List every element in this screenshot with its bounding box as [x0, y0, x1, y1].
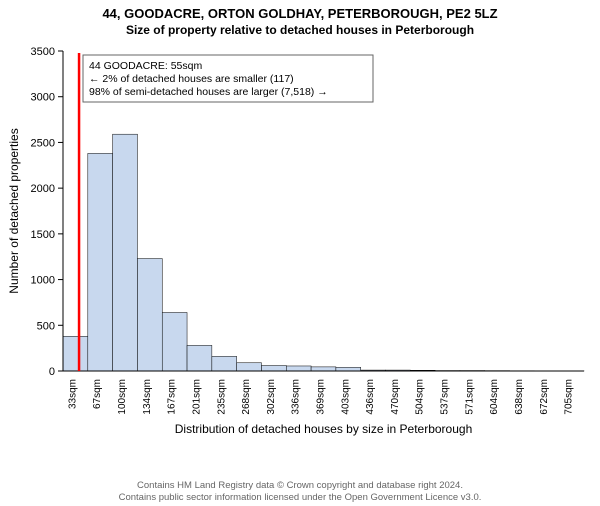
- xtick-label: 672sqm: [539, 379, 550, 415]
- xtick-label: 302sqm: [266, 379, 277, 415]
- annotation-line: 44 GOODACRE: 55sqm: [89, 60, 202, 72]
- xtick-label: 201sqm: [191, 379, 202, 415]
- xtick-label: 100sqm: [117, 379, 128, 415]
- histogram-bar: [113, 134, 138, 371]
- histogram-bar: [311, 367, 336, 371]
- footer-line-1: Contains HM Land Registry data © Crown c…: [0, 480, 600, 492]
- xtick-label: 705sqm: [564, 379, 575, 415]
- histogram-bar: [187, 345, 212, 371]
- xtick-label: 604sqm: [489, 379, 500, 415]
- ytick-label: 500: [37, 320, 55, 332]
- xtick-label: 537sqm: [440, 379, 451, 415]
- histogram-bar: [237, 363, 262, 371]
- xtick-label: 436sqm: [365, 379, 376, 415]
- page-subtitle: Size of property relative to detached ho…: [0, 23, 600, 37]
- y-axis-label: Number of detached properties: [7, 128, 21, 293]
- histogram-bar: [162, 312, 187, 371]
- page-title: 44, GOODACRE, ORTON GOLDHAY, PETERBOROUG…: [0, 6, 600, 21]
- xtick-label: 403sqm: [340, 379, 351, 415]
- xtick-label: 167sqm: [167, 379, 178, 415]
- annotation-line: 98% of semi-detached houses are larger (…: [89, 86, 328, 98]
- histogram-chart: 0 500 1000 1500 2000 2500 3000 3500 33sqm 67sqm 10…: [0, 41, 600, 461]
- ytick-label: 2000: [31, 183, 55, 195]
- footer: Contains HM Land Registry data © Crown c…: [0, 480, 600, 504]
- annotation-line: ← 2% of detached houses are smaller (117…: [89, 73, 294, 85]
- xtick-label: 470sqm: [390, 379, 401, 415]
- xtick-label: 134sqm: [142, 379, 153, 415]
- chart-container: 0 500 1000 1500 2000 2500 3000 3500 33sqm 67sqm 10…: [0, 41, 600, 461]
- ytick-label: 3000: [31, 92, 55, 104]
- histogram-bar: [63, 336, 88, 371]
- xtick-label: 369sqm: [316, 379, 327, 415]
- xtick-label: 67sqm: [92, 379, 103, 409]
- histogram-bar: [137, 259, 162, 371]
- ytick-label: 2500: [31, 137, 55, 149]
- histogram-bar: [261, 366, 286, 371]
- xtick-label: 504sqm: [415, 379, 426, 415]
- xtick-label: 336sqm: [291, 379, 302, 415]
- ytick-label: 3500: [31, 46, 55, 58]
- xtick-label: 571sqm: [464, 379, 475, 415]
- ytick-label: 1000: [31, 275, 55, 287]
- xtick-label: 268sqm: [241, 379, 252, 415]
- ytick-label: 0: [49, 366, 55, 378]
- xtick-label: 33sqm: [67, 379, 78, 409]
- x-axis-label: Distribution of detached houses by size …: [175, 422, 473, 436]
- histogram-bar: [212, 356, 237, 371]
- footer-line-2: Contains public sector information licen…: [0, 492, 600, 504]
- histogram-bar: [88, 153, 113, 371]
- histogram-bar: [286, 366, 311, 371]
- histogram-bar: [336, 367, 361, 371]
- xtick-label: 638sqm: [514, 379, 525, 415]
- xtick-label: 235sqm: [216, 379, 227, 415]
- ytick-label: 1500: [31, 229, 55, 241]
